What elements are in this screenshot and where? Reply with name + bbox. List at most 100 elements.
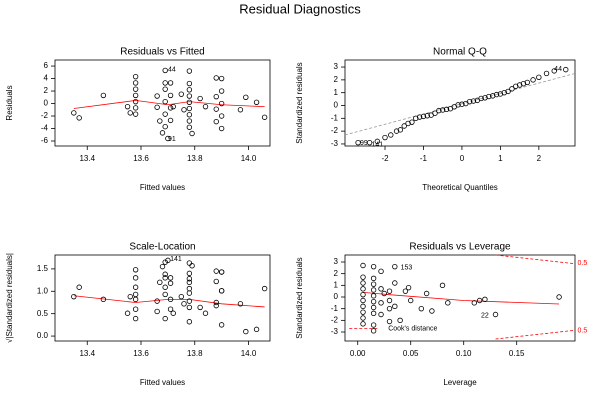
fit-line bbox=[495, 254, 576, 265]
x-tick-label: 13.6 bbox=[133, 154, 149, 163]
point bbox=[162, 291, 168, 298]
point bbox=[429, 308, 435, 314]
point bbox=[470, 98, 477, 104]
point bbox=[489, 93, 496, 99]
annotation: 44 bbox=[554, 66, 562, 73]
page-title: Residual Diagnostics bbox=[239, 1, 361, 16]
point bbox=[213, 268, 219, 274]
annotation: 22 bbox=[481, 313, 489, 320]
point bbox=[218, 100, 225, 107]
point bbox=[181, 107, 187, 113]
y-tick-label: -6 bbox=[41, 136, 49, 145]
x-tick-label: 0.10 bbox=[456, 349, 472, 358]
point bbox=[482, 95, 488, 101]
point bbox=[127, 293, 133, 300]
point bbox=[476, 297, 483, 304]
panel-title: Residuals vs Leverage bbox=[409, 242, 511, 253]
point bbox=[386, 288, 393, 294]
point bbox=[381, 290, 387, 297]
x-tick-label: 13.4 bbox=[79, 349, 95, 358]
point bbox=[405, 284, 412, 291]
point bbox=[423, 290, 430, 297]
point bbox=[401, 123, 407, 129]
point bbox=[162, 80, 168, 86]
point bbox=[189, 130, 195, 137]
point bbox=[261, 285, 268, 292]
point bbox=[124, 310, 131, 316]
y-tick-label: -2 bbox=[331, 126, 339, 135]
annotation: Cook's distance bbox=[388, 325, 437, 332]
point bbox=[202, 103, 209, 110]
y-tick-label: 0 bbox=[334, 292, 339, 301]
point bbox=[520, 81, 527, 87]
x-tick-label: 14.0 bbox=[241, 154, 257, 163]
point bbox=[186, 304, 193, 311]
point bbox=[237, 301, 244, 307]
point bbox=[492, 311, 499, 318]
point bbox=[154, 93, 160, 99]
y-tick-label: 0 bbox=[334, 101, 339, 110]
point bbox=[471, 300, 478, 306]
point bbox=[167, 275, 174, 281]
point bbox=[186, 68, 193, 74]
y-tick-label: -1 bbox=[331, 304, 339, 313]
point bbox=[459, 101, 465, 107]
point bbox=[154, 298, 160, 304]
x-tick-label: 0.15 bbox=[509, 349, 525, 358]
annotation: 141 bbox=[371, 141, 383, 148]
plot-frame bbox=[54, 254, 271, 342]
point bbox=[132, 267, 139, 273]
point bbox=[132, 73, 139, 80]
y-tick-label: 0.5 bbox=[37, 309, 49, 318]
panel-title: Scale-Location bbox=[129, 242, 195, 253]
y-tick-label: 0 bbox=[44, 99, 49, 108]
point bbox=[524, 79, 531, 86]
point bbox=[402, 288, 409, 294]
point bbox=[186, 279, 193, 286]
point bbox=[167, 306, 174, 312]
point bbox=[186, 290, 193, 296]
x-tick-label: 2 bbox=[537, 154, 542, 163]
y-tick-label: 0.0 bbox=[37, 331, 49, 340]
point bbox=[360, 303, 366, 310]
point bbox=[366, 139, 373, 146]
point bbox=[243, 94, 249, 100]
point bbox=[165, 135, 171, 142]
x-axis-label: Theoretical Quantiles bbox=[422, 183, 498, 192]
point bbox=[386, 297, 393, 304]
annotation: 99 bbox=[360, 140, 368, 147]
point bbox=[186, 319, 193, 325]
point bbox=[162, 98, 168, 105]
point bbox=[170, 103, 176, 110]
point bbox=[392, 263, 398, 270]
point bbox=[513, 83, 519, 89]
point bbox=[132, 275, 139, 281]
point bbox=[370, 304, 377, 311]
plot-frame bbox=[344, 254, 576, 342]
annotation: 0.5 bbox=[578, 328, 588, 335]
y-tick-label: 2 bbox=[44, 86, 49, 95]
point bbox=[370, 310, 377, 317]
point bbox=[132, 296, 139, 303]
point bbox=[505, 88, 511, 95]
point bbox=[370, 293, 377, 299]
point bbox=[530, 77, 536, 83]
annotation: 141 bbox=[170, 256, 182, 263]
point bbox=[563, 66, 569, 73]
point bbox=[162, 259, 168, 265]
point bbox=[218, 269, 225, 275]
point bbox=[186, 298, 193, 304]
point bbox=[409, 119, 415, 125]
point bbox=[189, 263, 195, 269]
y-tick-label: -3 bbox=[331, 139, 339, 148]
annotation: 44 bbox=[168, 67, 176, 74]
point bbox=[132, 105, 139, 111]
point bbox=[167, 92, 174, 99]
point bbox=[439, 107, 446, 113]
point bbox=[132, 86, 139, 92]
point bbox=[370, 287, 377, 293]
point bbox=[218, 88, 225, 94]
point bbox=[167, 105, 174, 111]
y-tick-label: 2 bbox=[334, 269, 339, 278]
